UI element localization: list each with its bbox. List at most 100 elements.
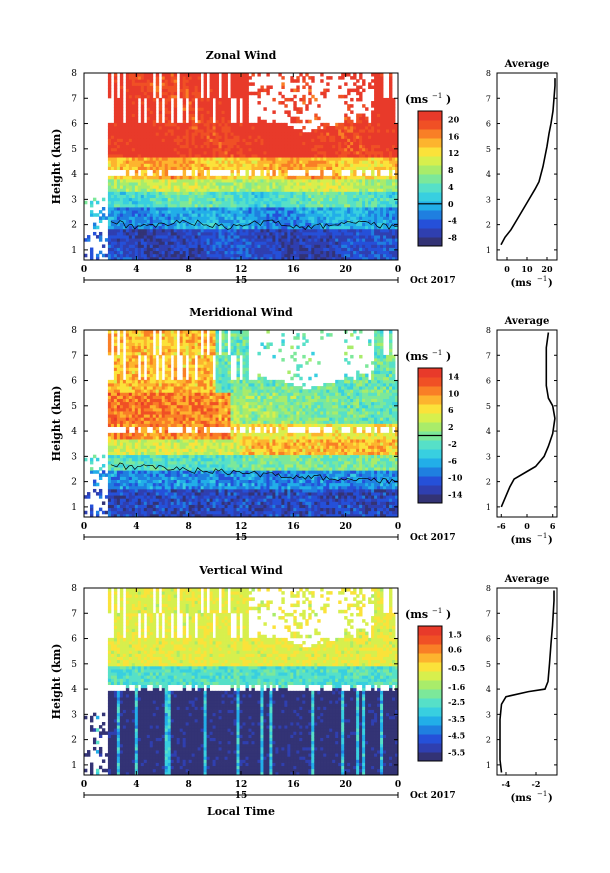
heatmap-cell (107, 166, 112, 171)
heatmap-cell (164, 119, 169, 124)
heatmap-cell (143, 138, 148, 142)
heatmap-cell (203, 200, 208, 205)
heatmap-cell (119, 241, 124, 245)
heatmap-cell (281, 76, 285, 80)
heatmap-cell (143, 228, 148, 233)
heatmap-cell (218, 191, 222, 195)
heatmap-cell (200, 166, 205, 171)
heatmap-cell (245, 203, 249, 208)
heatmap-cell (386, 203, 390, 208)
heatmap-cell (131, 238, 136, 242)
heatmap-cell (326, 157, 330, 161)
heatmap-cell (134, 185, 139, 189)
heatmap-cell (107, 147, 112, 152)
heatmap-cell (245, 150, 249, 155)
heatmap-cell (353, 185, 357, 189)
heatmap-cell (269, 154, 273, 158)
heatmap-cell (176, 197, 181, 202)
heatmap-cell (191, 244, 196, 248)
heatmap-cell (242, 222, 246, 227)
heatmap-cell (239, 91, 243, 96)
heatmap-cell (167, 216, 172, 220)
heatmap-cell (329, 150, 333, 155)
heatmap-cell (314, 132, 318, 136)
heatmap-cell (188, 73, 193, 77)
heatmap-cell (182, 241, 187, 245)
heatmap-cell (284, 238, 288, 242)
heatmap-cell (173, 222, 178, 227)
heatmap-cell (281, 85, 285, 89)
heatmap-cell (134, 150, 139, 155)
heatmap-cell (209, 210, 213, 214)
heatmap-cell (389, 241, 393, 245)
heatmap-cell (347, 188, 351, 192)
heatmap-cell (374, 250, 378, 255)
heatmap-cell (263, 166, 267, 171)
heatmap-cell (203, 222, 208, 227)
heatmap-cell (224, 113, 228, 118)
heatmap-cell (128, 225, 133, 230)
heatmap-cell (221, 110, 225, 114)
heatmap-cell (143, 88, 148, 93)
heatmap-cell (296, 175, 300, 180)
heatmap-cell (227, 197, 231, 202)
heatmap-cell (146, 194, 151, 199)
heatmap-cell (284, 129, 288, 133)
heatmap-cell (296, 197, 300, 202)
heatmap-cell (293, 238, 297, 242)
heatmap-cell (167, 116, 172, 121)
heatmap-cell (278, 191, 282, 195)
heatmap-cell (173, 113, 178, 118)
heatmap-cell (164, 150, 169, 155)
heatmap-cell (341, 222, 345, 227)
heatmap-cell (290, 228, 294, 233)
heatmap-cell (260, 188, 264, 192)
heatmap-cell (224, 138, 228, 142)
heatmap-cell (389, 231, 393, 236)
heatmap-cell (161, 194, 166, 199)
heatmap-cell (281, 241, 285, 245)
heatmap-cell (140, 157, 145, 161)
heatmap-cell (161, 231, 166, 236)
heatmap-cell (221, 194, 225, 199)
heatmap-cell (218, 116, 222, 121)
heatmap-cell (341, 228, 345, 233)
heatmap-cell (98, 216, 103, 220)
heatmap-cell (173, 97, 178, 102)
heatmap-cell (242, 166, 246, 171)
heatmap-cell (164, 76, 169, 80)
heatmap-cell (155, 238, 160, 242)
heatmap-cell (170, 94, 175, 99)
heatmap-cell (359, 150, 363, 155)
heatmap-cell (263, 88, 267, 93)
heatmap-cell (266, 247, 270, 252)
heatmap-cell (137, 160, 142, 164)
heatmap-cell (149, 141, 154, 146)
heatmap-cell (200, 178, 205, 183)
heatmap-cell (347, 125, 351, 130)
heatmap-cell (209, 76, 213, 80)
heatmap-cell (275, 191, 279, 195)
heatmap-cell (176, 256, 181, 261)
heatmap-cell (170, 250, 175, 255)
heatmap-cell (131, 188, 136, 192)
heatmap-cell (140, 188, 145, 192)
heatmap-cell (248, 122, 252, 127)
heatmap-cell (395, 178, 399, 183)
heatmap-cell (302, 182, 306, 186)
heatmap-cell (215, 147, 219, 152)
heatmap-cell (116, 210, 121, 214)
heatmap-cell (230, 250, 234, 255)
heatmap-cell (113, 97, 118, 102)
heatmap-cell (326, 219, 330, 223)
heatmap-cell (185, 219, 190, 223)
heatmap-cell (350, 203, 354, 208)
heatmap-cell (125, 235, 130, 239)
heatmap-cell (155, 200, 160, 205)
heatmap-cell (293, 135, 297, 139)
heatmap-cell (125, 172, 130, 177)
heatmap-cell (146, 225, 151, 230)
heatmap-cell (140, 138, 145, 142)
heatmap-cell (218, 175, 222, 180)
heatmap-cell (233, 197, 237, 202)
